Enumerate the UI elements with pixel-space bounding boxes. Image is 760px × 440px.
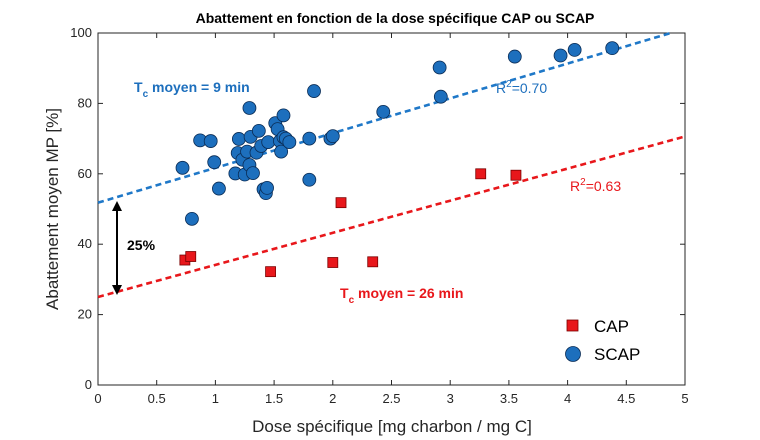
gap-arrow-head-down	[112, 285, 122, 295]
trendlines	[97, 31, 686, 299]
x-axis-label: Dose spécifique [mg charbon / mg C]	[252, 417, 532, 436]
scap-point	[302, 172, 317, 187]
scap-point	[302, 131, 317, 146]
scap-point	[207, 155, 222, 170]
gap-label: 25%	[127, 237, 156, 253]
cap-point	[367, 256, 379, 268]
gap-arrow-head-up	[112, 201, 122, 211]
y-tick-label: 100	[70, 25, 92, 40]
scap-point	[433, 89, 448, 104]
r2-scap-label: R2=0.70	[496, 79, 547, 96]
x-tick-label: 3	[447, 391, 454, 406]
cap-point	[475, 168, 487, 180]
scap-point	[325, 129, 340, 144]
x-tick-label: 4.5	[617, 391, 635, 406]
scap-point	[260, 180, 274, 195]
scap-point	[185, 211, 199, 226]
chart-title: Abattement en fonction de la dose spécif…	[196, 10, 595, 26]
x-tick-label: 4	[564, 391, 571, 406]
y-tick-label: 80	[78, 95, 92, 110]
y-tick-label: 60	[78, 166, 92, 181]
cap-point	[265, 266, 276, 278]
plot-area	[97, 32, 686, 386]
x-tick-label: 1	[212, 391, 219, 406]
legend: CAP SCAP	[565, 317, 640, 364]
scap-point	[274, 144, 289, 159]
data-points	[175, 41, 620, 278]
x-tick-label: 5	[681, 391, 688, 406]
legend-cap-label: CAP	[594, 317, 629, 336]
gap-arrow	[112, 201, 122, 295]
scap-point	[307, 84, 321, 98]
scap-point	[605, 41, 620, 56]
y-tick-label: 40	[78, 236, 92, 251]
scap-point	[553, 48, 568, 63]
x-tick-label: 1.5	[265, 391, 283, 406]
tc-cap-annotation: Tc moyen = 26 min	[340, 285, 463, 306]
y-axis-label: Abattement moyen MP [%]	[43, 108, 62, 310]
cap-point	[185, 251, 197, 262]
scap-point	[175, 160, 190, 175]
legend-cap-marker	[566, 319, 579, 332]
tc-scap-annotation: Tc moyen = 9 min	[134, 79, 250, 100]
scap-point	[567, 42, 582, 57]
legend-scap-label: SCAP	[594, 345, 640, 364]
r2-cap-label: R2=0.63	[570, 177, 621, 194]
scap-point	[203, 134, 218, 148]
cap-point	[510, 169, 522, 181]
scap-point	[246, 166, 260, 180]
x-tick-label: 0.5	[148, 391, 166, 406]
x-tick-label: 2.5	[382, 391, 400, 406]
scap-point	[261, 135, 276, 150]
scap-point	[251, 123, 266, 138]
scap-point	[231, 132, 246, 146]
cap-point	[327, 257, 339, 268]
x-tick-label: 3.5	[500, 391, 518, 406]
plot-frame	[97, 32, 686, 386]
scap-point	[376, 104, 391, 119]
cap-point	[335, 197, 347, 209]
y-tick-label: 0	[85, 377, 92, 392]
scap-point	[282, 135, 297, 150]
scap-point	[507, 49, 522, 64]
x-tick-label: 2	[329, 391, 336, 406]
y-tick-label: 20	[78, 307, 92, 322]
axis-ticks: 0 0.5 1 1.5 2 2.5 3 3.5 4 4.5 5 0 20 40 60 80 100	[70, 25, 688, 406]
scap-point	[212, 181, 226, 196]
trendline-cap	[97, 135, 686, 299]
legend-scap-marker	[565, 346, 581, 362]
scap-point	[432, 60, 447, 75]
x-tick-label: 0	[94, 391, 101, 406]
scap-point	[242, 101, 257, 115]
scap-point	[276, 108, 291, 123]
